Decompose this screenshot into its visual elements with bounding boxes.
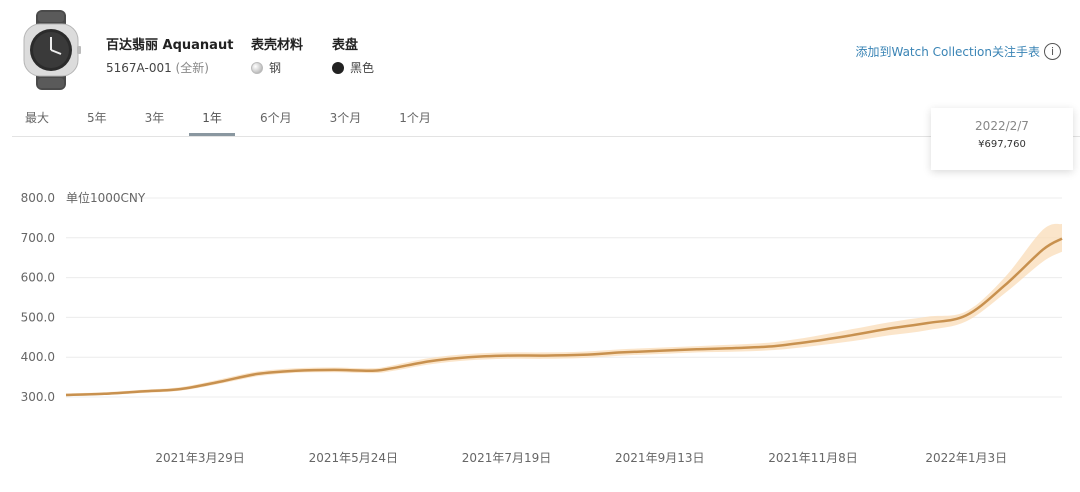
tooltip-value: ¥697,760 bbox=[978, 139, 1026, 150]
tab-1y[interactable]: 1年 bbox=[189, 100, 235, 136]
model-reference: 5167A-001 (全新) bbox=[106, 59, 233, 76]
y-tick-label: 500.0 bbox=[21, 310, 55, 324]
x-tick-label: 2021年3月29日 bbox=[155, 451, 244, 465]
grid-layer bbox=[66, 197, 1062, 398]
steel-swatch-icon bbox=[251, 61, 263, 74]
y-tick-label: 600.0 bbox=[21, 271, 55, 285]
tab-5y[interactable]: 5年 bbox=[87, 111, 107, 125]
tab-max[interactable]: 最大 bbox=[25, 111, 50, 125]
dial: 表盘 黑色 bbox=[332, 34, 374, 76]
y-axis-ticks: 800.0 700.0 600.0 500.0 400.0 300.0 bbox=[21, 191, 55, 404]
tab-3m[interactable]: 3个月 bbox=[329, 111, 362, 125]
x-tick-label: 2022年1月3日 bbox=[925, 451, 1007, 465]
dial-value: 黑色 bbox=[350, 61, 375, 75]
tab-3y[interactable]: 3年 bbox=[144, 111, 165, 125]
point-layer bbox=[64, 237, 1064, 397]
x-tick-label: 2021年9月13日 bbox=[615, 451, 704, 465]
black-swatch-icon bbox=[332, 61, 344, 74]
price-line bbox=[65, 237, 1063, 397]
case-material-label: 表壳材料 bbox=[251, 38, 304, 53]
price-chart[interactable]: 800.0 700.0 600.0 500.0 400.0 300.0 2021年3月29… bbox=[0, 180, 1080, 480]
model-name: 百达翡丽 Aquanaut bbox=[106, 38, 234, 53]
case-material: 表壳材料 钢 bbox=[251, 34, 303, 76]
tabs-divider bbox=[12, 136, 1080, 137]
y-tick-label: 400.0 bbox=[21, 350, 55, 364]
model-info: 百达翡丽 Aquanaut 5167A-001 (全新) bbox=[106, 34, 233, 76]
y-tick-label: 300.0 bbox=[21, 390, 55, 404]
x-tick-label: 2021年7月19日 bbox=[462, 451, 551, 465]
case-material-value: 钢 bbox=[269, 61, 282, 75]
y-tick-label: 800.0 bbox=[21, 191, 55, 205]
y-tick-label: 700.0 bbox=[21, 231, 55, 245]
watch-header: 百达翡丽 Aquanaut 5167A-001 (全新) 表壳材料 钢 表盘 黑… bbox=[0, 0, 1080, 100]
unit-label: 单位1000CNY bbox=[66, 190, 146, 205]
price-tooltip: 2022/2/7 ¥697,760 bbox=[931, 108, 1073, 170]
reference-number: 5167A-001 bbox=[106, 61, 172, 75]
tab-6m[interactable]: 6个月 bbox=[259, 111, 292, 125]
watch-thumbnail bbox=[20, 10, 82, 90]
price-range-band bbox=[66, 223, 1062, 397]
time-range-tabs: 最大 5年 3年 1年 6个月 3个月 1个月 bbox=[12, 100, 456, 136]
x-tick-label: 2021年11月8日 bbox=[768, 451, 857, 465]
x-tick-label: 2021年5月24日 bbox=[309, 451, 398, 465]
condition-label: (全新) bbox=[175, 61, 209, 75]
case-material-value-row: 钢 bbox=[251, 59, 303, 76]
tooltip-date: 2022/2/7 bbox=[975, 119, 1029, 133]
info-icon[interactable]: i bbox=[1044, 43, 1061, 60]
add-to-collection-link[interactable]: 添加到Watch Collection关注手表 bbox=[855, 45, 1040, 59]
x-axis-ticks: 2021年3月29日 2021年5月24日 2021年7月19日 2021年9月13日… bbox=[155, 451, 1007, 465]
dial-value-row: 黑色 bbox=[332, 59, 374, 76]
dial-label: 表盘 bbox=[332, 38, 359, 53]
tab-1m[interactable]: 1个月 bbox=[399, 111, 431, 125]
